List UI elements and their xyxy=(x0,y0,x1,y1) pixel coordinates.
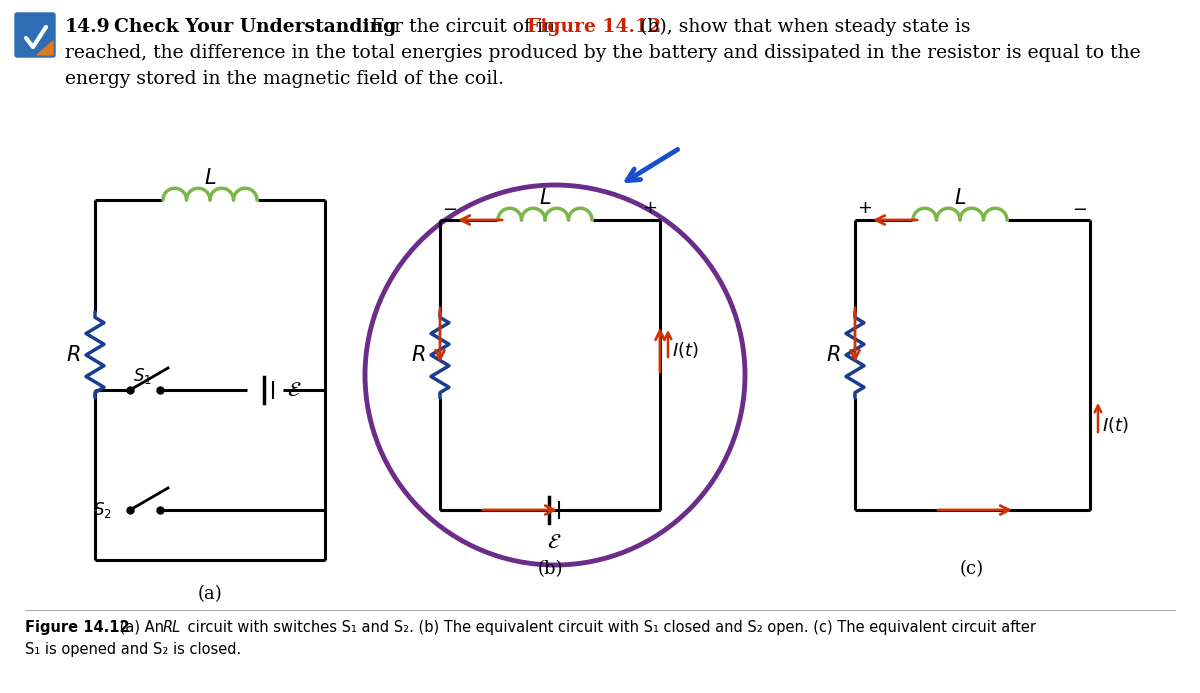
Text: $-$: $-$ xyxy=(443,199,457,217)
Text: 14.9: 14.9 xyxy=(65,18,110,36)
Text: $I(t)$: $I(t)$ xyxy=(672,340,698,360)
Text: Check Your Understanding: Check Your Understanding xyxy=(101,18,396,36)
Text: (c): (c) xyxy=(960,560,984,578)
Text: $\mathcal{E}$: $\mathcal{E}$ xyxy=(287,380,301,400)
Text: circuit with switches S₁ and S₂. (b) The equivalent circuit with S₁ closed and S: circuit with switches S₁ and S₂. (b) The… xyxy=(182,620,1036,635)
Text: Figure 14.12: Figure 14.12 xyxy=(25,620,130,635)
Text: $S_2$: $S_2$ xyxy=(94,500,112,520)
Text: For the circuit of in: For the circuit of in xyxy=(365,18,560,36)
Text: $-$: $-$ xyxy=(1073,199,1087,217)
Text: (a) An: (a) An xyxy=(115,620,169,635)
Polygon shape xyxy=(37,41,53,55)
Text: (b): (b) xyxy=(538,560,563,578)
Text: RL: RL xyxy=(163,620,181,635)
Text: $+$: $+$ xyxy=(858,199,872,217)
Text: $I(t)$: $I(t)$ xyxy=(1102,415,1129,435)
Text: Figure 14.12: Figure 14.12 xyxy=(527,18,661,36)
Text: $\mathcal{E}$: $\mathcal{E}$ xyxy=(547,532,562,552)
Text: (a): (a) xyxy=(198,585,222,603)
FancyBboxPatch shape xyxy=(14,13,55,57)
Text: $R$: $R$ xyxy=(410,345,425,365)
Text: $R$: $R$ xyxy=(66,345,80,365)
Text: $+$: $+$ xyxy=(642,199,658,217)
Text: $R$: $R$ xyxy=(826,345,840,365)
Text: $L$: $L$ xyxy=(539,188,551,208)
Text: $S_1$: $S_1$ xyxy=(133,366,152,386)
Text: reached, the difference in the total energies produced by the battery and dissip: reached, the difference in the total ene… xyxy=(65,44,1141,62)
Text: (b), show that when steady state is: (b), show that when steady state is xyxy=(640,18,971,36)
Text: energy stored in the magnetic field of the coil.: energy stored in the magnetic field of t… xyxy=(65,70,504,88)
Text: $L$: $L$ xyxy=(204,168,216,188)
Text: $L$: $L$ xyxy=(954,188,966,208)
Text: S₁ is opened and S₂ is closed.: S₁ is opened and S₂ is closed. xyxy=(25,642,241,657)
